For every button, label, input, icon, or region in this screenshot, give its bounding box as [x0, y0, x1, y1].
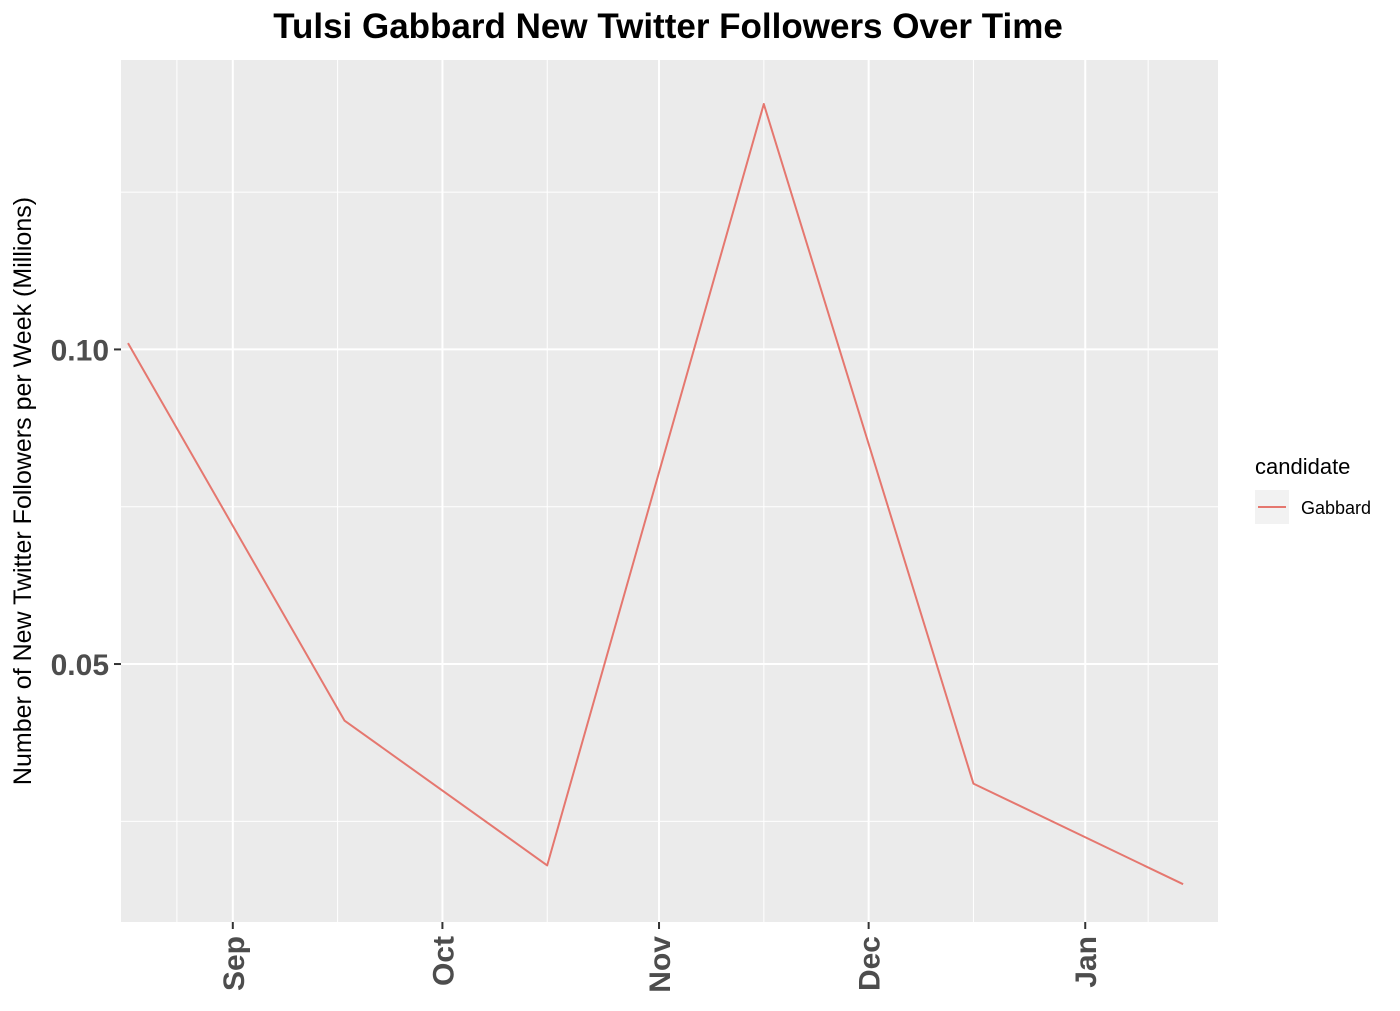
- series-layer: [127, 103, 1184, 886]
- series-line-gabbard: [127, 103, 1184, 886]
- x-tick-label: Oct: [427, 936, 460, 986]
- legend-title: candidate: [1255, 454, 1350, 479]
- y-axis-label: Number of New Twitter Followers per Week…: [9, 197, 37, 785]
- x-tick-label: Dec: [854, 936, 887, 991]
- x-tick-label: Sep: [218, 936, 251, 991]
- x-tick-label: Jan: [1070, 936, 1103, 988]
- plot-panel: [121, 60, 1218, 922]
- y-tick-label: 0.05: [51, 649, 109, 682]
- major-gridlines: [121, 60, 1218, 922]
- x-tick-label: Nov: [644, 936, 677, 993]
- legend-label-gabbard: Gabbard: [1301, 498, 1371, 518]
- minor-gridlines: [121, 60, 1218, 922]
- legend: candidate Gabbard: [1255, 454, 1371, 524]
- y-tick-label: 0.10: [51, 334, 109, 367]
- chart-title: Tulsi Gabbard New Twitter Followers Over…: [273, 7, 1063, 46]
- x-axis: Sep Oct Nov Dec Jan: [218, 922, 1103, 993]
- y-axis: 0.05 0.10: [51, 334, 121, 682]
